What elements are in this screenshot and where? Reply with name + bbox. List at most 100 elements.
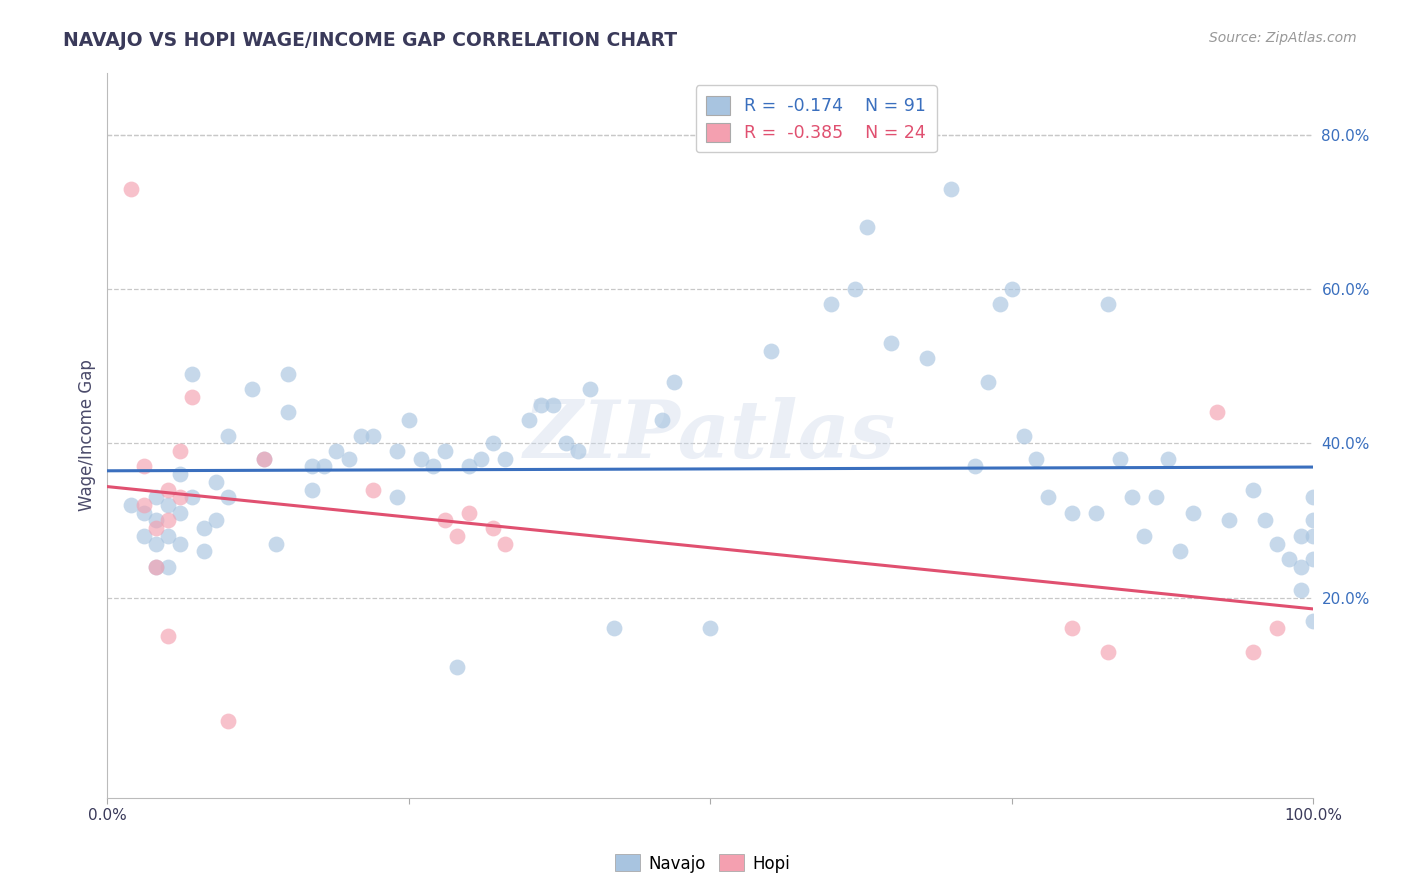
Point (1012, 428, 1035, 442)
Point (361, 428, 384, 442)
Point (1265, 536, 1288, 550)
Point (132, 506, 155, 520)
Point (494, 451, 516, 466)
Point (1157, 451, 1180, 466)
Point (543, 398, 565, 412)
Point (145, 513, 167, 527)
Point (433, 513, 456, 527)
Point (132, 498, 155, 512)
Point (988, 297, 1011, 311)
Point (1218, 513, 1240, 527)
Point (180, 490, 202, 504)
Point (277, 405, 299, 419)
Point (844, 282, 866, 296)
Point (699, 621, 721, 635)
Point (253, 451, 276, 466)
Point (145, 536, 167, 550)
Point (1001, 282, 1024, 296)
Point (193, 521, 215, 535)
Point (121, 498, 143, 512)
Point (759, 343, 782, 358)
Point (180, 367, 202, 381)
Point (156, 529, 179, 543)
Point (156, 513, 179, 527)
Point (1109, 451, 1132, 466)
Point (145, 490, 167, 504)
Point (1302, 614, 1324, 628)
Point (132, 459, 155, 474)
Point (145, 521, 167, 535)
Point (156, 559, 179, 574)
Point (205, 513, 228, 527)
Point (145, 559, 167, 574)
Point (494, 536, 516, 550)
Point (1205, 405, 1227, 419)
Point (156, 483, 179, 497)
Point (880, 335, 903, 350)
Point (519, 413, 541, 427)
Point (264, 536, 287, 550)
Point (217, 714, 239, 728)
Point (169, 506, 191, 520)
Point (976, 375, 998, 389)
Point (446, 529, 468, 543)
Point (1036, 490, 1059, 504)
Point (277, 367, 299, 381)
Point (662, 375, 685, 389)
Legend: R =  -0.174    N = 91, R =  -0.385    N = 24: R = -0.174 N = 91, R = -0.385 N = 24 (696, 86, 936, 153)
Point (385, 490, 408, 504)
Point (1278, 552, 1301, 566)
Point (941, 182, 963, 196)
Point (567, 444, 589, 458)
Point (820, 297, 842, 311)
Point (169, 467, 191, 481)
Point (217, 490, 239, 504)
Point (965, 459, 987, 474)
Point (482, 436, 505, 450)
Point (1060, 506, 1083, 520)
Point (145, 559, 167, 574)
Point (156, 498, 179, 512)
Point (603, 621, 626, 635)
Point (361, 483, 384, 497)
Point (217, 428, 239, 442)
Point (301, 459, 323, 474)
Point (482, 521, 505, 535)
Point (169, 536, 191, 550)
Point (169, 444, 191, 458)
Point (433, 444, 456, 458)
Point (1121, 490, 1143, 504)
Legend: Navajo, Hopi: Navajo, Hopi (609, 847, 797, 880)
Point (349, 428, 371, 442)
Point (1302, 513, 1324, 527)
Point (578, 382, 600, 396)
Point (193, 544, 215, 558)
Point (1170, 544, 1192, 558)
Point (1085, 506, 1108, 520)
Text: ZIPatlas: ZIPatlas (524, 397, 896, 475)
Point (1265, 621, 1288, 635)
Point (132, 529, 155, 543)
Point (205, 475, 228, 489)
Point (385, 444, 408, 458)
Point (1181, 506, 1204, 520)
Text: NAVAJO VS HOPI WAGE/INCOME GAP CORRELATION CHART: NAVAJO VS HOPI WAGE/INCOME GAP CORRELATI… (63, 31, 678, 50)
Point (1302, 552, 1324, 566)
Point (1289, 529, 1312, 543)
Point (1289, 582, 1312, 597)
Point (337, 451, 360, 466)
Point (1025, 451, 1047, 466)
Point (240, 382, 263, 396)
Point (121, 182, 143, 196)
Point (856, 220, 879, 235)
Point (1097, 297, 1119, 311)
Point (458, 459, 481, 474)
Point (1302, 529, 1324, 543)
Point (1241, 483, 1264, 497)
Point (1302, 490, 1324, 504)
Y-axis label: Wage/Income Gap: Wage/Income Gap (79, 359, 96, 511)
Point (651, 413, 673, 427)
Point (301, 483, 323, 497)
Point (554, 436, 576, 450)
Point (470, 451, 492, 466)
